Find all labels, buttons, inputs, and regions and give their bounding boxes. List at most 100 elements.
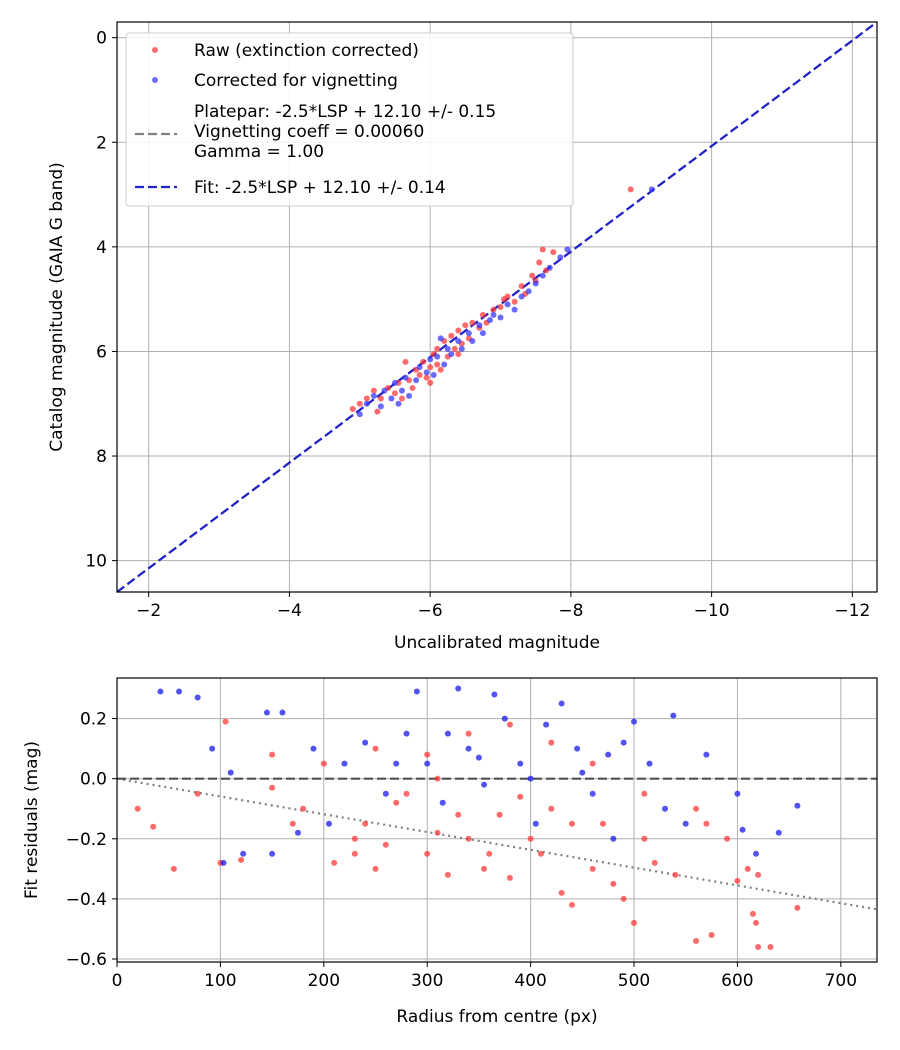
data-point xyxy=(424,760,431,767)
data-point xyxy=(372,745,379,752)
data-point xyxy=(134,805,141,812)
data-point xyxy=(568,901,575,908)
data-point xyxy=(416,371,423,378)
data-point xyxy=(469,319,476,326)
data-point xyxy=(310,745,317,752)
x-tick-label: 400 xyxy=(514,971,546,991)
data-point xyxy=(620,895,627,902)
data-point xyxy=(372,865,379,872)
y-tick-label: −0.6 xyxy=(66,950,107,970)
data-point xyxy=(423,374,430,381)
data-point xyxy=(693,805,700,812)
data-point xyxy=(393,799,400,806)
data-point xyxy=(755,871,762,878)
data-point xyxy=(455,685,462,692)
data-point xyxy=(670,712,677,719)
data-point xyxy=(506,874,513,881)
data-point xyxy=(610,880,617,887)
data-point xyxy=(794,802,801,809)
x-tick-label: 700 xyxy=(825,971,857,991)
data-point xyxy=(455,351,462,358)
data-point xyxy=(331,859,338,866)
data-point xyxy=(170,865,177,872)
top-chart: −2 −4 −6 −8 −10 −12 0 2 4 6 8 10 Uncalibrated magni… xyxy=(47,21,878,653)
data-point xyxy=(370,387,377,394)
data-point xyxy=(351,835,358,842)
x-tick-label: 300 xyxy=(411,971,443,991)
data-point xyxy=(491,691,498,698)
data-point xyxy=(402,358,409,365)
data-point xyxy=(703,751,710,758)
data-point xyxy=(517,760,524,767)
y-tick-label: 2 xyxy=(96,133,107,153)
data-point xyxy=(620,739,627,746)
data-point xyxy=(548,739,555,746)
data-point xyxy=(465,745,472,752)
data-point xyxy=(579,769,586,776)
x-tick-label: 100 xyxy=(204,971,236,991)
data-point xyxy=(539,272,546,279)
data-point xyxy=(641,790,648,797)
data-point xyxy=(605,751,612,758)
data-point xyxy=(527,835,534,842)
data-point xyxy=(693,937,700,944)
data-point xyxy=(382,790,389,797)
data-point xyxy=(724,835,731,842)
bottom-x-axis-label: Radius from centre (px) xyxy=(396,1007,597,1027)
legend-raw-label: Raw (extinction corrected) xyxy=(194,41,419,61)
data-point xyxy=(631,718,638,725)
data-point xyxy=(518,293,525,300)
data-point xyxy=(462,322,469,329)
data-point xyxy=(269,850,276,857)
data-point xyxy=(402,374,409,381)
legend-platepar-line-2: Gamma = 1.00 xyxy=(194,142,324,162)
data-point xyxy=(423,369,430,376)
data-point xyxy=(448,332,455,339)
data-point xyxy=(518,283,525,290)
data-point xyxy=(437,366,444,373)
bottom-y-axis-label: Fit residuals (mag) xyxy=(22,741,42,899)
data-point xyxy=(497,314,504,321)
data-point xyxy=(775,829,782,836)
data-point xyxy=(150,823,157,830)
data-point xyxy=(427,364,434,371)
data-point xyxy=(703,820,710,827)
data-point xyxy=(517,793,524,800)
data-point xyxy=(351,850,358,857)
data-point xyxy=(753,850,760,857)
data-point xyxy=(294,829,301,836)
legend-platepar-line-1: Vignetting coeff = 0.00060 xyxy=(194,122,424,142)
data-point xyxy=(370,392,377,399)
data-point xyxy=(755,943,762,950)
data-point xyxy=(490,306,497,313)
y-tick-label: 10 xyxy=(85,552,107,572)
data-point xyxy=(424,751,431,758)
y-tick-label: −0.2 xyxy=(66,830,107,850)
data-point xyxy=(465,835,472,842)
data-point xyxy=(434,829,441,836)
data-point xyxy=(362,820,369,827)
legend-raw-marker xyxy=(152,47,158,53)
data-point xyxy=(381,387,388,394)
data-point xyxy=(341,760,348,767)
data-point xyxy=(427,379,434,386)
data-point xyxy=(444,345,451,352)
data-point xyxy=(734,790,741,797)
data-point xyxy=(363,395,370,402)
bottom-trend-lines xyxy=(116,777,878,911)
data-point xyxy=(391,379,398,386)
data-point xyxy=(458,345,465,352)
data-point xyxy=(767,943,774,950)
data-point xyxy=(437,335,444,342)
data-point xyxy=(240,850,247,857)
y-tick-label: 0.0 xyxy=(80,770,107,790)
data-point xyxy=(377,395,384,402)
x-tick-label: −10 xyxy=(694,601,730,621)
y-tick-label: 0.2 xyxy=(80,710,107,730)
data-point xyxy=(504,293,511,300)
bottom-scatter-points xyxy=(134,685,801,950)
data-point xyxy=(589,790,596,797)
data-point xyxy=(227,769,234,776)
data-point xyxy=(599,820,606,827)
